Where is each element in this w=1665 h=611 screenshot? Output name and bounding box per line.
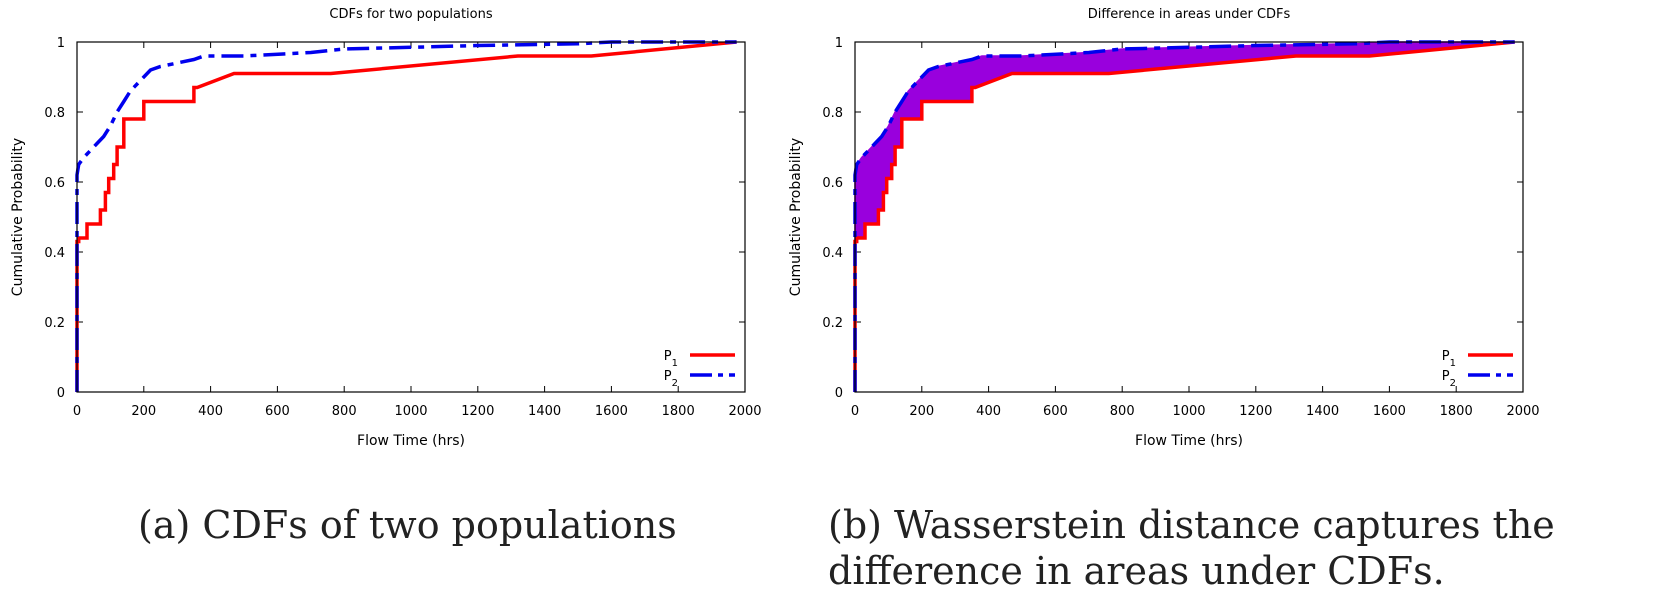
chart-title: Difference in areas under CDFs xyxy=(1088,7,1291,22)
x-tick-label: 1000 xyxy=(1172,404,1205,419)
x-tick-label: 800 xyxy=(332,404,357,419)
legend-label: P2 xyxy=(664,369,678,389)
y-tick-label: 0.2 xyxy=(44,316,65,331)
x-tick-label: 400 xyxy=(976,404,1001,419)
x-tick-label: 1000 xyxy=(394,404,427,419)
x-axis-label: Flow Time (hrs) xyxy=(357,433,465,449)
y-tick-label: 0 xyxy=(835,386,843,401)
y-tick-label: 0.8 xyxy=(822,106,843,121)
y-axis-label: Cumulative Probability xyxy=(10,138,26,296)
y-tick-label: 0.4 xyxy=(44,246,65,261)
chart-difference-in-areas: Difference in areas under CDFs Flow Time … xyxy=(788,7,1540,449)
series-line-p1 xyxy=(75,40,737,392)
x-tick-label: 2000 xyxy=(728,404,761,419)
series-line-p1 xyxy=(853,40,1515,392)
y-tick-label: 0.6 xyxy=(822,176,843,191)
caption-a: (a) CDFs of two populations xyxy=(138,503,677,547)
x-tick-label: 1800 xyxy=(662,404,695,419)
plot-frame xyxy=(76,41,746,393)
x-tick-label: 1400 xyxy=(1306,404,1339,419)
series-line-p2 xyxy=(853,40,1515,392)
chart-title: CDFs for two populations xyxy=(329,7,492,22)
x-axis-label: Flow Time (hrs) xyxy=(1135,433,1243,449)
x-tick-label: 600 xyxy=(265,404,290,419)
x-tick-label: 0 xyxy=(851,404,859,419)
x-tick-label: 1400 xyxy=(528,404,561,419)
x-tick-label: 200 xyxy=(131,404,156,419)
x-tick-label: 1200 xyxy=(461,404,494,419)
x-tick-label: 1600 xyxy=(1373,404,1406,419)
caption-b: (b) Wasserstein distance captures the di… xyxy=(828,503,1555,593)
legend-label: P1 xyxy=(664,349,678,369)
x-tick-label: 800 xyxy=(1110,404,1135,419)
y-tick-label: 1 xyxy=(57,36,65,51)
plot-frame xyxy=(854,41,1524,393)
x-tick-label: 1800 xyxy=(1440,404,1473,419)
chart-cdfs-two-populations: CDFs for two populations Flow Time (hrs) C… xyxy=(10,7,762,449)
y-tick-label: 0.8 xyxy=(44,106,65,121)
y-tick-label: 0.6 xyxy=(44,176,65,191)
x-tick-label: 400 xyxy=(198,404,223,419)
x-tick-label: 1600 xyxy=(595,404,628,419)
legend-label: P1 xyxy=(1442,349,1456,369)
series-line-p2 xyxy=(75,40,737,392)
x-tick-label: 1200 xyxy=(1239,404,1272,419)
legend-label: P2 xyxy=(1442,369,1456,389)
y-tick-label: 0.2 xyxy=(822,316,843,331)
y-tick-label: 0 xyxy=(57,386,65,401)
x-tick-label: 200 xyxy=(909,404,934,419)
x-tick-label: 2000 xyxy=(1506,404,1539,419)
x-tick-label: 600 xyxy=(1043,404,1068,419)
difference-area xyxy=(854,41,1515,392)
y-tick-label: 1 xyxy=(835,36,843,51)
y-tick-label: 0.4 xyxy=(822,246,843,261)
x-tick-label: 0 xyxy=(73,404,81,419)
y-axis-label: Cumulative Probability xyxy=(788,138,804,296)
